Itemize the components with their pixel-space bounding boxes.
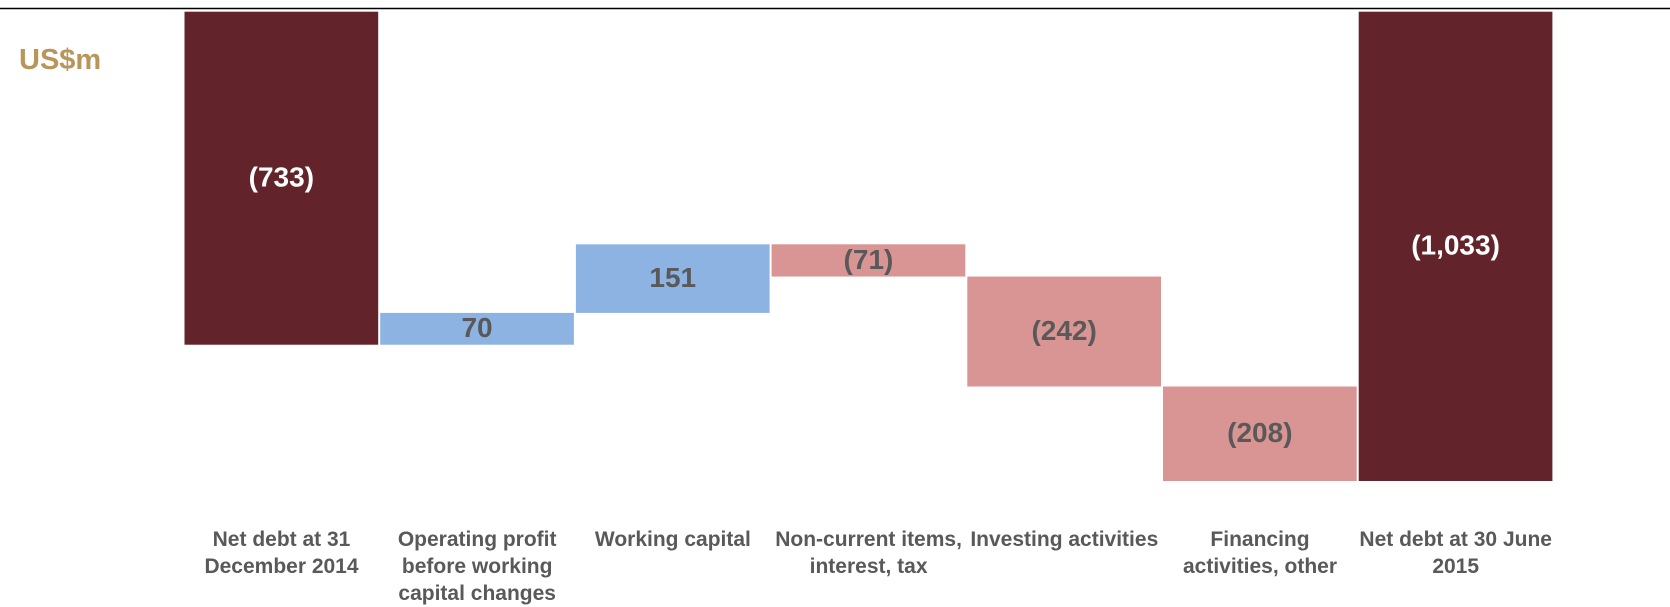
value-label: (733) [249, 162, 314, 193]
category-label: Net debt at 30 June 2015 [1359, 528, 1552, 578]
bar [967, 276, 1161, 387]
value-label: (242) [1031, 315, 1096, 346]
value-label: 151 [649, 262, 696, 293]
value-label: 70 [461, 312, 492, 343]
category-label: Working capital [594, 528, 751, 551]
category-label: Net debt at 31 December 2014 [204, 528, 359, 578]
bar [771, 244, 966, 277]
category-label: Financing activities, other [1182, 528, 1338, 578]
category-label: Investing activities [970, 528, 1159, 551]
unit-label: US$m [19, 44, 102, 76]
bar [575, 244, 770, 313]
value-label: (208) [1227, 417, 1292, 448]
bar [380, 312, 574, 345]
bar [1358, 11, 1553, 481]
category-label: Non-current items, interest, tax [775, 528, 962, 578]
category-label: Operating profit before working capital … [397, 528, 557, 605]
value-label: (1,033) [1411, 230, 1500, 261]
bar [1163, 386, 1357, 481]
value-label: (71) [844, 244, 894, 275]
bar [184, 11, 379, 345]
